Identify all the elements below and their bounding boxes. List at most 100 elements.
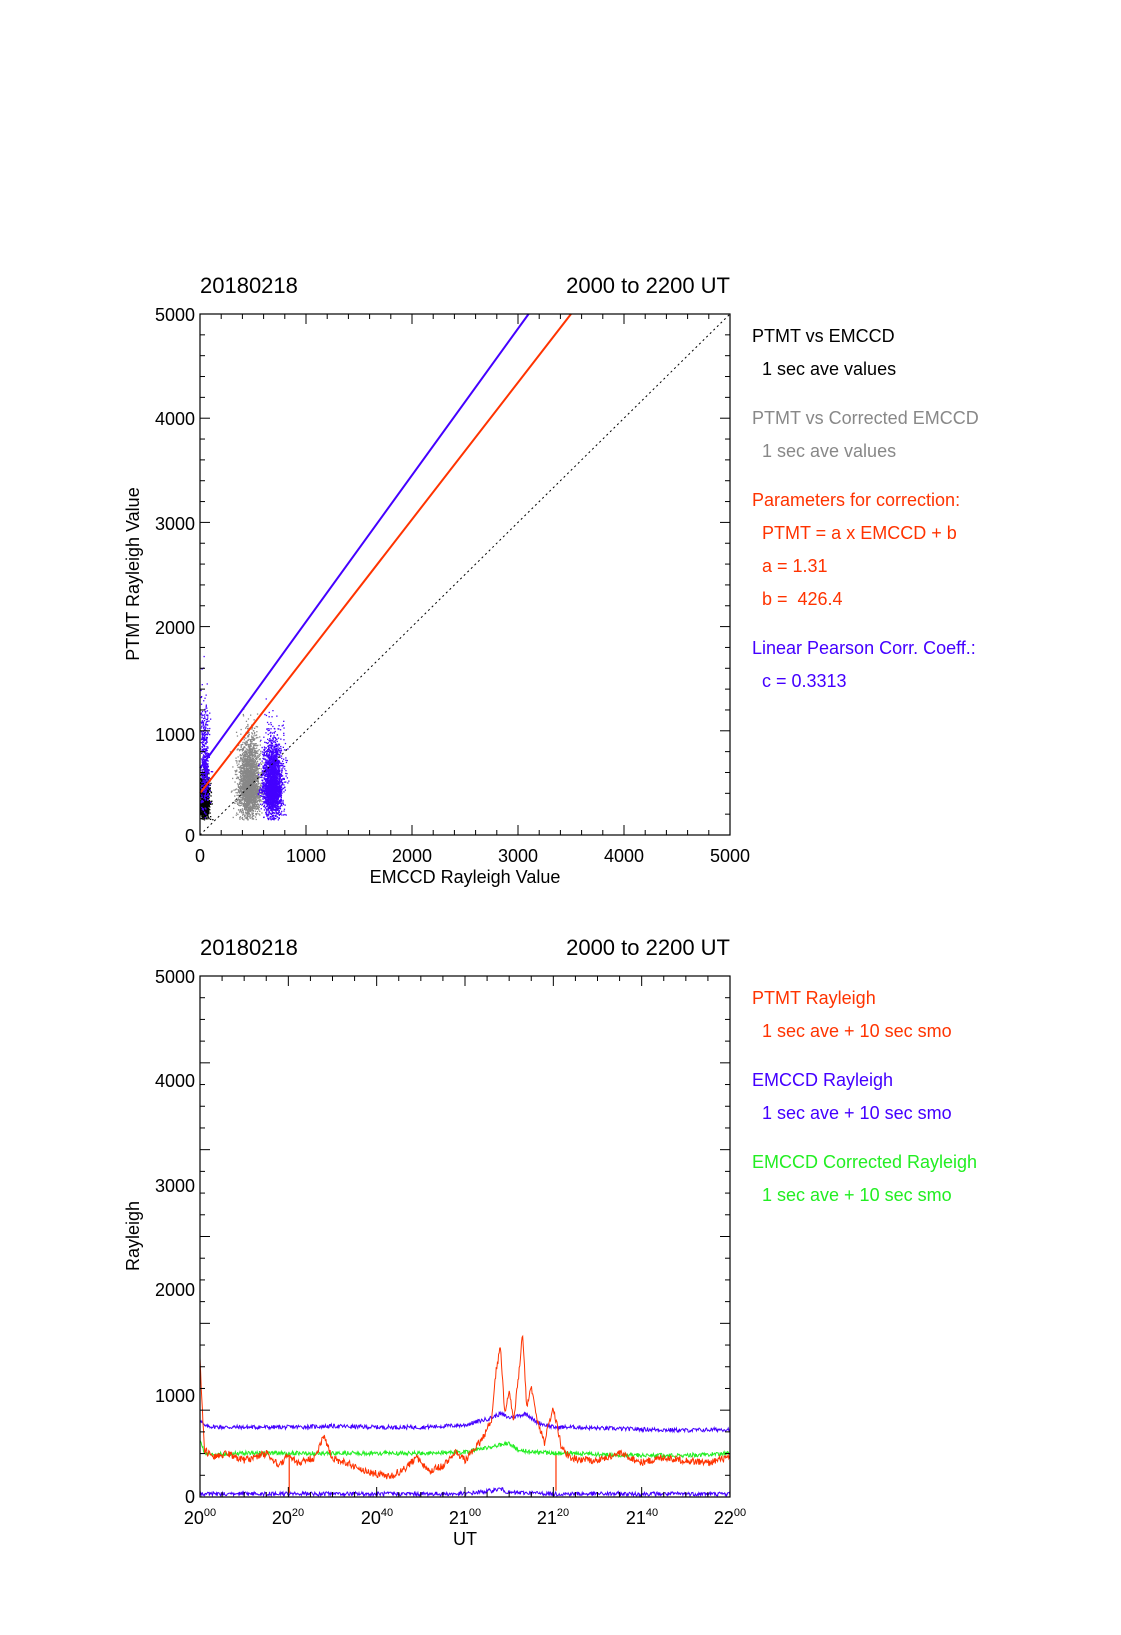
scatter-point <box>268 754 270 756</box>
scatter-point <box>249 795 251 797</box>
scatter-point <box>281 810 283 813</box>
scatter-point <box>249 762 251 764</box>
scatter-point <box>209 809 211 811</box>
scatter-point <box>258 772 260 774</box>
scatter-point <box>247 791 250 793</box>
scatter-point <box>241 753 244 755</box>
scatter-point <box>248 778 250 780</box>
scatter-point <box>253 815 255 817</box>
scatter-point <box>280 812 282 814</box>
scatter-point <box>208 817 210 819</box>
scatter-point <box>266 760 268 762</box>
scatter-point <box>255 778 257 780</box>
scatter-point <box>249 740 252 742</box>
scatter-point <box>237 777 239 780</box>
scatter-point <box>203 816 205 818</box>
scatter-point <box>265 813 267 815</box>
scatter-point <box>252 818 255 820</box>
scatter-point <box>249 743 252 745</box>
scatter-point <box>249 808 252 811</box>
scatter-point <box>239 755 241 757</box>
scatter-point <box>249 779 251 781</box>
scatter-point <box>206 806 208 809</box>
scatter-point <box>207 810 209 812</box>
scatter-point <box>255 737 258 739</box>
scatter-point <box>264 713 266 716</box>
scatter-point <box>251 774 254 777</box>
scatter-point <box>253 769 255 772</box>
scatter-point <box>253 735 255 737</box>
scatter-point <box>263 804 266 806</box>
scatter-point <box>251 777 253 779</box>
scatter-point <box>258 776 260 779</box>
scatter-point <box>260 768 262 770</box>
scatter-point <box>244 770 246 773</box>
scatter-point <box>257 795 259 797</box>
scatter-point <box>252 807 255 809</box>
scatter-point <box>251 771 253 774</box>
scatter-point <box>261 793 263 795</box>
scatter-point <box>240 766 242 769</box>
scatter-point <box>207 806 209 809</box>
scatter-point <box>239 767 241 769</box>
scatter-point <box>207 791 210 793</box>
scatter-point <box>237 803 239 805</box>
scatter-point <box>250 759 252 761</box>
scatter-point <box>266 793 269 795</box>
scatter-point <box>206 813 208 815</box>
scatter-point <box>230 791 233 793</box>
scatter-point <box>243 758 245 760</box>
scatter-point <box>204 789 207 792</box>
scatter-point <box>239 774 242 777</box>
scatter-point <box>238 804 240 806</box>
scatter-point <box>254 751 257 753</box>
scatter-point <box>245 805 247 807</box>
scatter-point <box>282 765 285 767</box>
scatter-point <box>255 750 258 753</box>
scatter-point <box>248 772 250 774</box>
scatter-point <box>240 728 242 731</box>
scatter-point <box>255 734 258 736</box>
scatter-point <box>257 754 259 757</box>
scatter-point <box>249 758 251 761</box>
scatter-point <box>251 769 253 771</box>
scatter-point <box>246 805 249 807</box>
scatter-point <box>248 784 250 786</box>
scatter-point <box>269 755 271 758</box>
scatter-point <box>209 812 211 814</box>
scatter-point <box>241 783 243 785</box>
scatter-point <box>256 788 258 790</box>
scatter-point <box>248 750 250 753</box>
scatter-point <box>240 781 242 783</box>
scatter-point <box>207 812 209 815</box>
scatter-point <box>254 753 256 755</box>
scatter-point <box>250 779 252 782</box>
scatter-point <box>252 790 254 792</box>
scatter-point <box>239 768 241 770</box>
scatter-point <box>247 718 250 720</box>
scatter-point <box>241 759 243 761</box>
scatter-point <box>284 742 287 745</box>
scatter-point <box>241 817 243 819</box>
scatter-point <box>202 786 204 788</box>
scatter-point <box>259 758 261 760</box>
scatter-point <box>248 733 250 736</box>
scatter-point <box>249 810 251 812</box>
scatter-point <box>237 797 240 799</box>
scatter-point <box>248 810 251 812</box>
scatter-point <box>207 798 209 800</box>
scatter-point <box>265 747 267 749</box>
scatter-point <box>257 750 259 752</box>
scatter-point <box>206 815 208 817</box>
scatter-point <box>252 786 254 788</box>
scatter-point <box>256 726 259 728</box>
scatter-point <box>240 770 242 773</box>
scatter-point <box>285 757 287 759</box>
scatter-point <box>250 807 253 809</box>
scatter-point <box>240 772 242 775</box>
scatter-point <box>239 771 241 773</box>
scatter-point <box>248 813 250 815</box>
scatter-point <box>259 810 261 812</box>
scatter-point <box>242 791 244 793</box>
scatter-point <box>246 806 248 808</box>
